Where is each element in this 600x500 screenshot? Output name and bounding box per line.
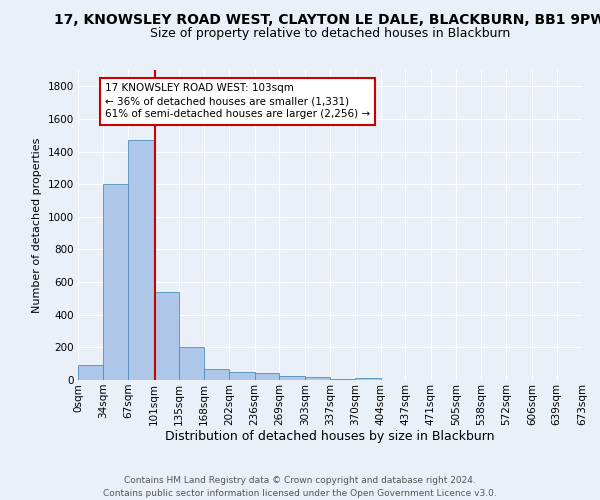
Text: Contains HM Land Registry data © Crown copyright and database right 2024.
Contai: Contains HM Land Registry data © Crown c… bbox=[103, 476, 497, 498]
Bar bbox=[128, 140, 154, 380]
Text: Size of property relative to detached houses in Blackburn: Size of property relative to detached ho… bbox=[150, 28, 510, 40]
Bar bbox=[255, 374, 280, 380]
Text: 17, KNOWSLEY ROAD WEST, CLAYTON LE DALE, BLACKBURN, BB1 9PW: 17, KNOWSLEY ROAD WEST, CLAYTON LE DALE,… bbox=[54, 12, 600, 26]
Bar bbox=[280, 376, 305, 380]
Bar bbox=[331, 379, 355, 380]
Bar bbox=[204, 370, 229, 380]
Bar bbox=[305, 376, 331, 380]
Bar bbox=[103, 184, 128, 380]
Text: 17 KNOWSLEY ROAD WEST: 103sqm
← 36% of detached houses are smaller (1,331)
61% o: 17 KNOWSLEY ROAD WEST: 103sqm ← 36% of d… bbox=[105, 83, 370, 120]
Bar bbox=[78, 366, 103, 380]
Bar bbox=[229, 372, 255, 380]
Bar bbox=[154, 292, 179, 380]
Y-axis label: Number of detached properties: Number of detached properties bbox=[32, 138, 42, 312]
X-axis label: Distribution of detached houses by size in Blackburn: Distribution of detached houses by size … bbox=[165, 430, 495, 444]
Bar bbox=[179, 346, 204, 380]
Bar bbox=[355, 378, 380, 380]
